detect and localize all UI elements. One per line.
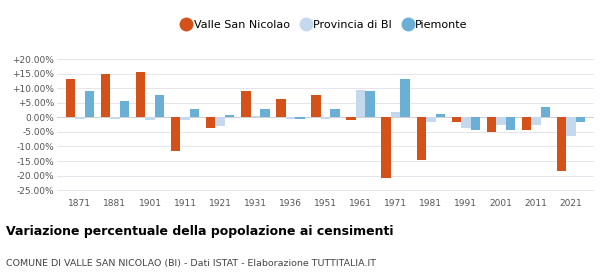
Bar — [541, 107, 550, 117]
Bar — [330, 109, 340, 117]
Bar — [155, 95, 164, 117]
Bar — [85, 91, 94, 117]
Bar — [119, 101, 129, 117]
Bar — [522, 117, 532, 130]
Bar — [171, 117, 181, 151]
Bar — [251, 116, 260, 117]
Bar — [145, 117, 155, 120]
Bar — [321, 117, 330, 119]
Bar — [276, 99, 286, 117]
Bar — [241, 90, 251, 117]
Bar — [496, 117, 506, 125]
Bar — [461, 117, 470, 127]
Bar — [110, 117, 119, 119]
Bar — [181, 117, 190, 120]
Bar — [391, 112, 400, 117]
Bar — [311, 95, 321, 117]
Bar — [426, 117, 436, 122]
Legend: Valle San Nicolao, Provincia di BI, Piemonte: Valle San Nicolao, Provincia di BI, Piem… — [179, 16, 472, 35]
Bar — [382, 117, 391, 178]
Bar — [260, 109, 269, 117]
Bar — [557, 117, 566, 171]
Bar — [365, 91, 375, 117]
Text: Variazione percentuale della popolazione ai censimenti: Variazione percentuale della popolazione… — [6, 225, 394, 238]
Bar — [346, 117, 356, 120]
Bar — [416, 117, 426, 160]
Bar — [206, 117, 215, 127]
Bar — [101, 74, 110, 117]
Bar — [286, 117, 295, 119]
Bar — [295, 117, 305, 119]
Bar — [506, 117, 515, 130]
Text: COMUNE DI VALLE SAN NICOLAO (BI) - Dati ISTAT - Elaborazione TUTTITALIA.IT: COMUNE DI VALLE SAN NICOLAO (BI) - Dati … — [6, 259, 376, 268]
Bar — [470, 117, 480, 130]
Bar — [215, 117, 225, 126]
Bar — [190, 109, 199, 117]
Bar — [532, 117, 541, 125]
Bar — [225, 115, 235, 117]
Bar — [436, 115, 445, 117]
Bar — [400, 80, 410, 117]
Bar — [487, 117, 496, 132]
Bar — [452, 117, 461, 122]
Bar — [576, 117, 586, 122]
Bar — [566, 117, 576, 136]
Bar — [356, 90, 365, 117]
Bar — [65, 79, 75, 117]
Bar — [136, 72, 145, 117]
Bar — [75, 117, 85, 119]
